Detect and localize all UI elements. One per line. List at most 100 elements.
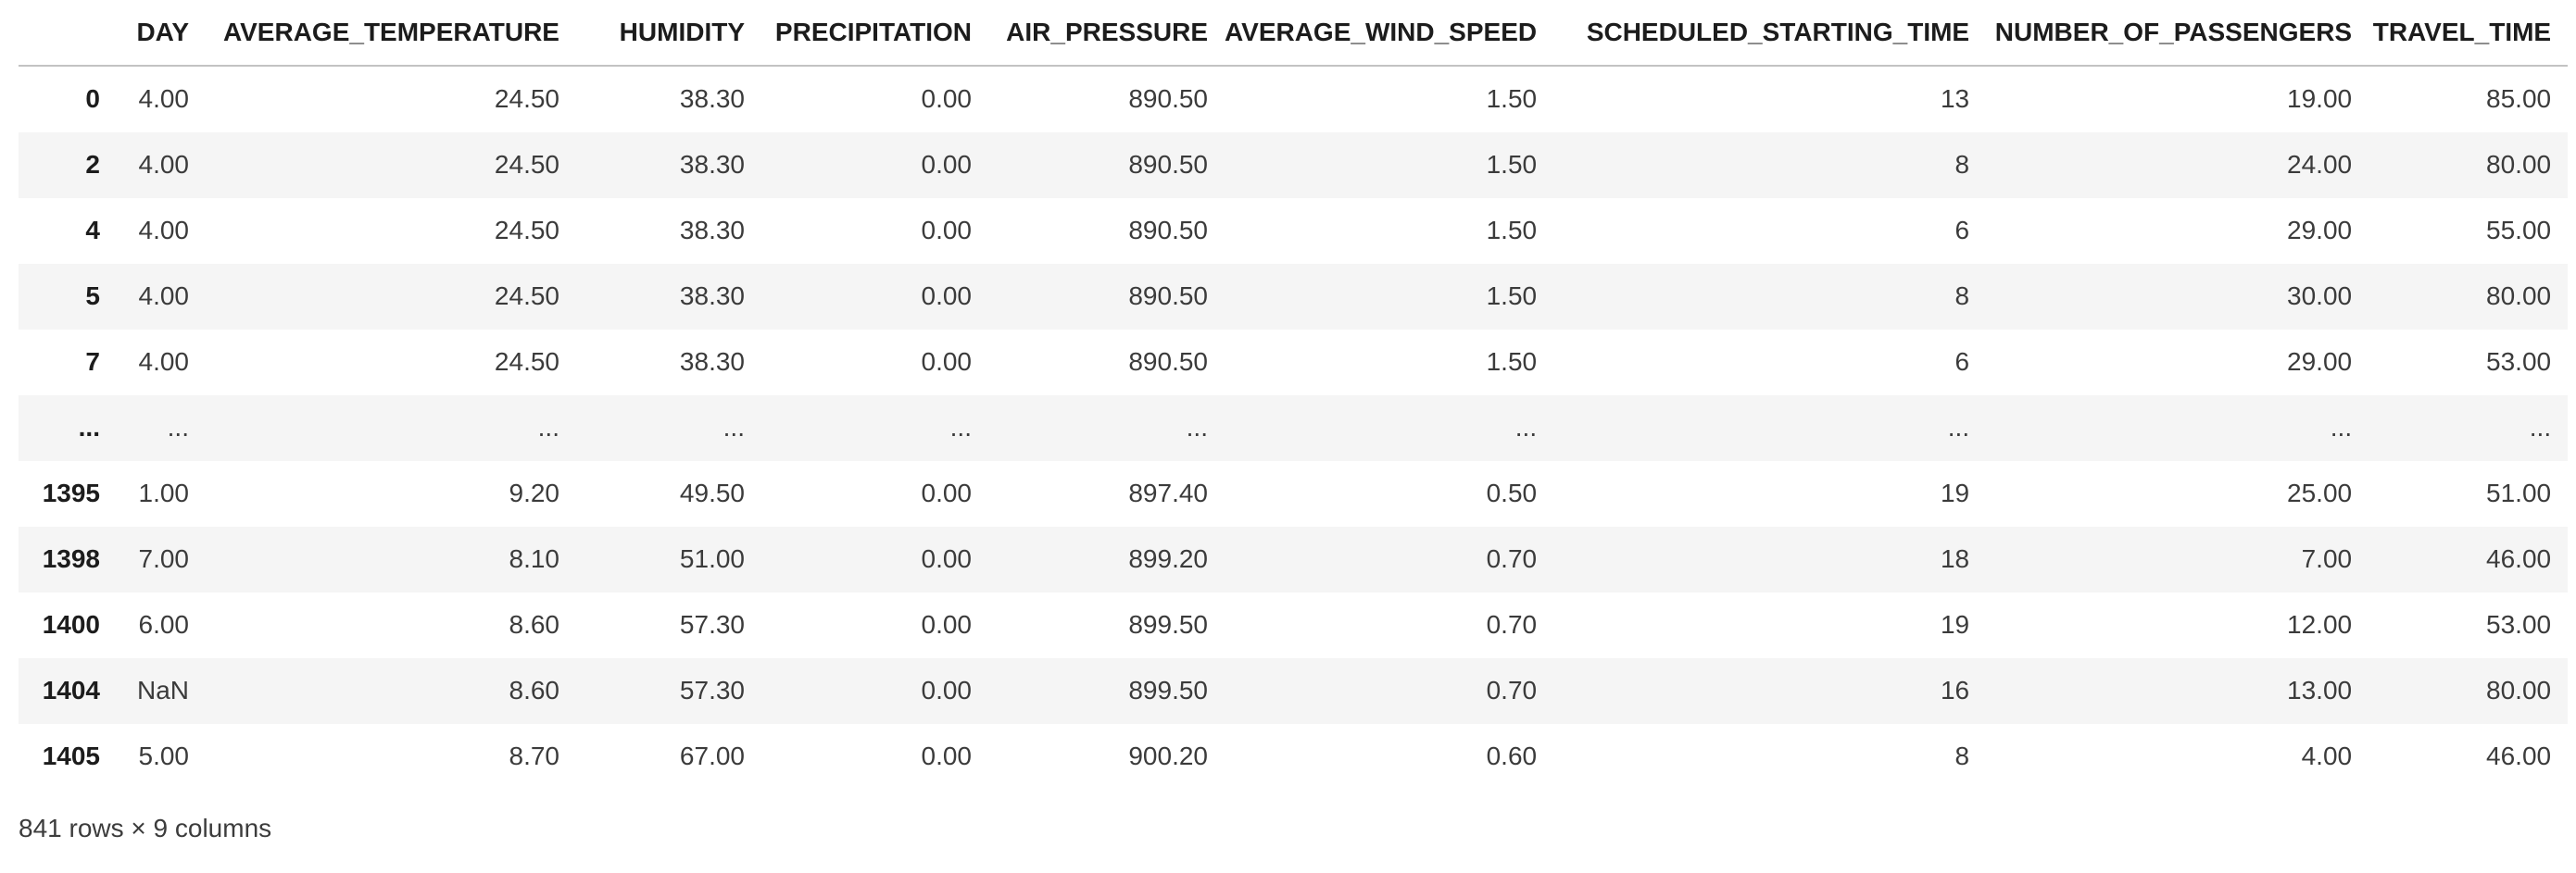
column-header: DAY bbox=[117, 0, 206, 67]
column-header: PRECIPITATION bbox=[761, 0, 988, 67]
table-cell: 4.00 bbox=[138, 150, 190, 179]
table-cell: 46.00 bbox=[2486, 544, 2552, 573]
table-row: 2 4.00 24.50 38.30 0.00 890.50 1.50 8 24.00 80.00 bbox=[19, 132, 2569, 198]
row-index: 1404 bbox=[42, 676, 100, 705]
table-cell: 0.70 bbox=[1486, 676, 1538, 705]
table-body: 0 4.00 24.50 38.30 0.00 890.50 1.50 13 19.00 85.0… bbox=[19, 66, 2569, 790]
table-cell: 51.00 bbox=[679, 544, 745, 573]
table-cell: 0.00 bbox=[921, 216, 973, 244]
dataframe-table: DAY AVERAGE_TEMPERATURE HUMIDITY PRECIPITAT… bbox=[19, 0, 2569, 790]
table-cell: 30.00 bbox=[2287, 281, 2353, 310]
table-cell: 8 bbox=[1954, 281, 1970, 310]
table-cell: 46.00 bbox=[2486, 742, 2552, 770]
table-cell: 19 bbox=[1940, 610, 1970, 639]
row-index: 1398 bbox=[42, 544, 100, 573]
column-header: NUMBER_OF_PASSENGERS bbox=[1986, 0, 2369, 67]
table-cell: 1.00 bbox=[138, 479, 190, 507]
table-cell: ... bbox=[1947, 413, 1970, 442]
table-cell: 6 bbox=[1954, 347, 1970, 376]
table-cell: 8.70 bbox=[509, 742, 560, 770]
table-cell: 12.00 bbox=[2287, 610, 2353, 639]
table-cell: 0.00 bbox=[921, 150, 973, 179]
table-cell: 25.00 bbox=[2287, 479, 2353, 507]
table-cell: 8.60 bbox=[509, 610, 560, 639]
row-index: 7 bbox=[85, 347, 100, 376]
row-index: 1395 bbox=[42, 479, 100, 507]
table-cell: ... bbox=[949, 413, 972, 442]
dataframe-output: DAY AVERAGE_TEMPERATURE HUMIDITY PRECIPITAT… bbox=[19, 0, 2569, 842]
table-cell: 4.00 bbox=[138, 84, 190, 113]
table-cell: 80.00 bbox=[2486, 150, 2552, 179]
table-cell: 0.00 bbox=[921, 479, 973, 507]
row-index: 0 bbox=[85, 84, 100, 113]
table-cell: 80.00 bbox=[2486, 676, 2552, 705]
table-cell: 0.50 bbox=[1486, 479, 1538, 507]
table-cell: 80.00 bbox=[2486, 281, 2552, 310]
table-cell: 53.00 bbox=[2486, 347, 2552, 376]
table-cell: 19.00 bbox=[2287, 84, 2353, 113]
table-cell: 4.00 bbox=[138, 347, 190, 376]
table-cell: 897.40 bbox=[1128, 479, 1208, 507]
table-cell: 8 bbox=[1954, 742, 1970, 770]
table-cell: 890.50 bbox=[1128, 150, 1208, 179]
table-cell: 1.50 bbox=[1486, 281, 1538, 310]
table-cell: 38.30 bbox=[679, 347, 745, 376]
table-cell: 55.00 bbox=[2486, 216, 2552, 244]
table-cell: 1.50 bbox=[1486, 150, 1538, 179]
table-cell: 1.50 bbox=[1486, 216, 1538, 244]
table-cell: 0.60 bbox=[1486, 742, 1538, 770]
table-cell: 890.50 bbox=[1128, 84, 1208, 113]
table-cell: 57.30 bbox=[679, 610, 745, 639]
table-cell: 6 bbox=[1954, 216, 1970, 244]
table-cell: 4.00 bbox=[138, 281, 190, 310]
table-cell: 8.60 bbox=[509, 676, 560, 705]
table-cell: 0.00 bbox=[921, 742, 973, 770]
table-row: 5 4.00 24.50 38.30 0.00 890.50 1.50 8 30.00 80.00 bbox=[19, 264, 2569, 330]
table-cell: 19 bbox=[1940, 479, 1970, 507]
table-cell: ... bbox=[1514, 413, 1538, 442]
table-cell: 9.20 bbox=[509, 479, 560, 507]
table-cell: NaN bbox=[136, 676, 189, 705]
table-cell: 4.00 bbox=[2301, 742, 2353, 770]
row-index: 5 bbox=[85, 281, 100, 310]
row-index: 4 bbox=[85, 216, 100, 244]
column-header: TRAVEL_TIME bbox=[2369, 0, 2569, 67]
table-cell: 899.50 bbox=[1128, 610, 1208, 639]
column-header: SCHEDULED_STARTING_TIME bbox=[1553, 0, 1987, 67]
table-cell: 38.30 bbox=[679, 150, 745, 179]
table-cell: 38.30 bbox=[679, 216, 745, 244]
table-cell: 1.50 bbox=[1486, 347, 1538, 376]
table-cell: 24.50 bbox=[494, 347, 559, 376]
table-cell: 24.50 bbox=[494, 84, 559, 113]
table-cell: 0.00 bbox=[921, 347, 973, 376]
table-cell: 5.00 bbox=[138, 742, 190, 770]
table-cell: 38.30 bbox=[679, 281, 745, 310]
table-cell: 1.50 bbox=[1486, 84, 1538, 113]
table-cell: 899.50 bbox=[1128, 676, 1208, 705]
table-cell: 38.30 bbox=[679, 84, 745, 113]
table-cell: 53.00 bbox=[2486, 610, 2552, 639]
table-cell: 57.30 bbox=[679, 676, 745, 705]
table-cell: 13.00 bbox=[2287, 676, 2353, 705]
row-index: 1400 bbox=[42, 610, 100, 639]
table-cell: 4.00 bbox=[138, 216, 190, 244]
table-cell: 29.00 bbox=[2287, 216, 2353, 244]
table-cell: 16 bbox=[1940, 676, 1970, 705]
column-header: AIR_PRESSURE bbox=[988, 0, 1225, 67]
table-cell: 0.00 bbox=[921, 676, 973, 705]
table-cell: 24.50 bbox=[494, 150, 559, 179]
table-cell: 899.20 bbox=[1128, 544, 1208, 573]
table-cell: 24.00 bbox=[2287, 150, 2353, 179]
table-cell: 18 bbox=[1940, 544, 1970, 573]
column-header: AVERAGE_WIND_SPEED bbox=[1225, 0, 1554, 67]
table-row: 1405 5.00 8.70 67.00 0.00 900.20 0.60 8 4.00 46.0… bbox=[19, 724, 2568, 790]
table-cell: ... bbox=[1186, 413, 1208, 442]
table-cell: 85.00 bbox=[2486, 84, 2552, 113]
header-row: DAY AVERAGE_TEMPERATURE HUMIDITY PRECIPITAT… bbox=[19, 0, 2569, 67]
table-cell: 0.00 bbox=[921, 84, 973, 113]
table-cell: 29.00 bbox=[2287, 347, 2353, 376]
table-row: 1400 6.00 8.60 57.30 0.00 899.50 0.70 19 12.00 53… bbox=[19, 592, 2568, 658]
table-cell: 7.00 bbox=[138, 544, 190, 573]
table-cell: ... bbox=[2330, 413, 2353, 442]
table-cell: 8.10 bbox=[509, 544, 560, 573]
